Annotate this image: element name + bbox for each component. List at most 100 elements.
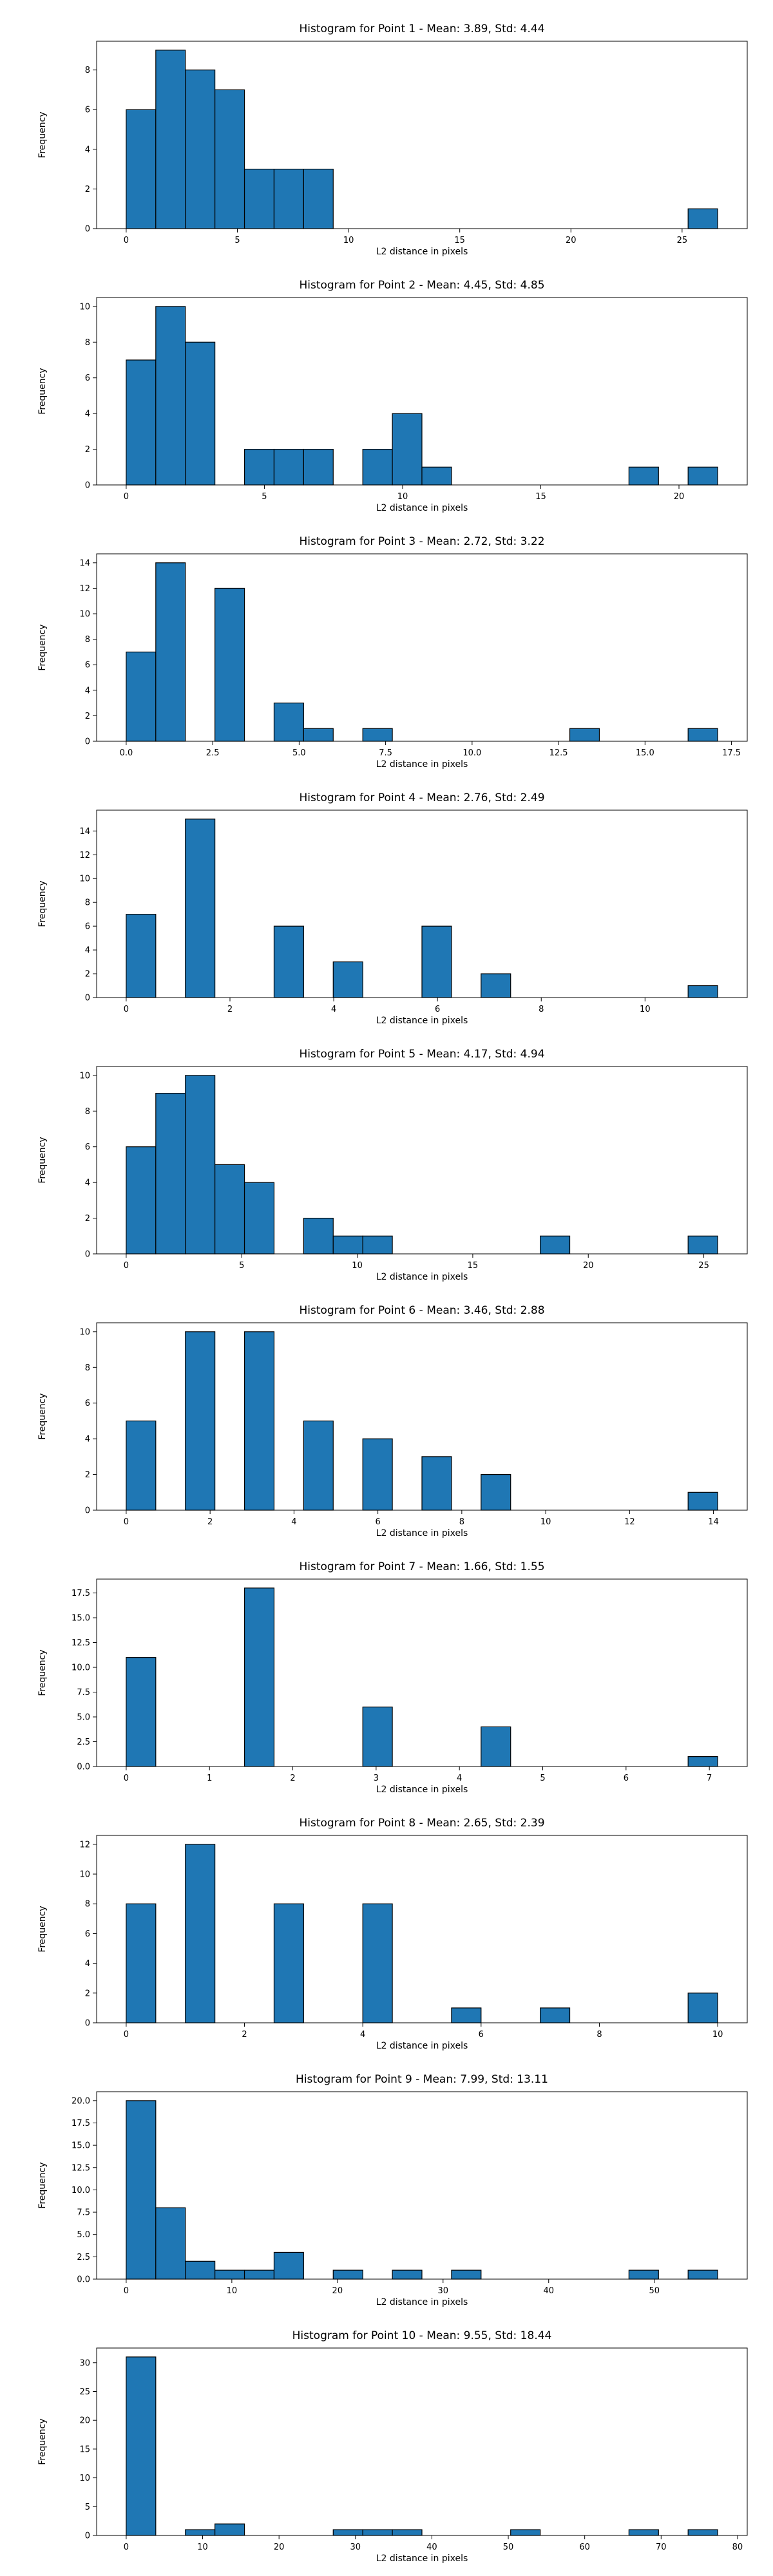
x-axis-label: L2 distance in pixels — [376, 247, 468, 257]
histogram-bar — [392, 413, 423, 486]
x-tick-label: 20 — [274, 2543, 285, 2552]
x-tick-label: 4 — [360, 2030, 365, 2040]
x-tick-label: 20 — [583, 1261, 594, 1271]
y-tick-label: 14 — [79, 558, 90, 568]
y-tick-label: 8 — [85, 66, 90, 75]
histogram-bar — [155, 50, 186, 229]
y-tick-label: 20 — [79, 2416, 90, 2426]
histogram-bar — [243, 1587, 275, 1767]
chart-panel-10: Histogram for Point 10 - Mean: 9.55, Std… — [37, 2329, 748, 2564]
y-tick-label: 7.5 — [77, 2208, 90, 2218]
chart-title: Histogram for Point 4 - Mean: 2.76, Std:… — [299, 791, 544, 804]
axes-frame — [96, 41, 748, 229]
y-tick-label: 0.0 — [77, 2275, 90, 2285]
histogram-bar — [155, 562, 186, 742]
y-tick-label: 2 — [85, 445, 90, 455]
y-tick-label: 8 — [85, 1900, 90, 1909]
y-tick-label: 17.5 — [72, 2119, 90, 2128]
y-tick-label: 4 — [85, 686, 90, 696]
histogram-bar — [126, 109, 157, 229]
x-axis-label: L2 distance in pixels — [376, 1016, 468, 1026]
chart-panel-6: Histogram for Point 6 - Mean: 3.46, Std:… — [37, 1304, 748, 1539]
y-axis-label: Frequency — [37, 1649, 48, 1696]
histogram-bar — [687, 1492, 718, 1511]
y-tick-label: 12.5 — [72, 2163, 90, 2173]
histogram-bar — [126, 1903, 157, 2023]
chart-title: Histogram for Point 8 - Mean: 2.65, Std:… — [299, 1817, 544, 1830]
x-tick-label: 7 — [707, 1774, 712, 1783]
chart-panel-1: Histogram for Point 1 - Mean: 3.89, Std:… — [37, 23, 748, 257]
histogram-bar — [510, 2529, 541, 2536]
chart-panel-4: Histogram for Point 4 - Mean: 2.76, Std:… — [37, 791, 748, 1026]
histogram-bar — [332, 1235, 363, 1255]
histogram-bar — [303, 169, 334, 229]
y-tick-label: 8 — [85, 898, 90, 908]
y-axis-label: Frequency — [37, 111, 48, 158]
x-tick-label: 25 — [677, 236, 688, 245]
x-tick-label: 12 — [624, 1517, 635, 1527]
y-tick-label: 4 — [85, 1179, 90, 1188]
x-tick-label: 14 — [708, 1517, 719, 1527]
y-tick-label: 17.5 — [72, 1589, 90, 1598]
y-tick-label: 2.5 — [77, 1738, 90, 1747]
y-tick-label: 12 — [79, 851, 90, 860]
histogram-bar — [215, 1164, 245, 1255]
histogram-bar — [451, 2007, 482, 2023]
x-tick-label: 10 — [712, 2030, 723, 2040]
x-tick-label: 10 — [640, 1005, 651, 1014]
x-tick-label: 5 — [262, 492, 267, 502]
x-tick-label: 20 — [674, 492, 685, 502]
x-tick-label: 12.5 — [549, 748, 568, 758]
x-tick-label: 5 — [239, 1261, 244, 1271]
x-tick-label: 50 — [649, 2286, 660, 2296]
y-tick-label: 4 — [85, 1435, 90, 1444]
y-tick-label: 7.5 — [77, 1688, 90, 1698]
y-tick-label: 0 — [85, 2019, 90, 2029]
y-axis-label: Frequency — [37, 1906, 48, 1952]
x-tick-label: 17.5 — [722, 748, 741, 758]
histogram-bar — [687, 1756, 718, 1767]
x-tick-label: 5 — [540, 1774, 545, 1783]
y-tick-label: 8 — [85, 1107, 90, 1117]
y-tick-label: 10 — [79, 610, 90, 620]
histogram-bar — [332, 2269, 363, 2280]
axes-frame — [96, 2347, 748, 2536]
y-tick-label: 4 — [85, 946, 90, 956]
y-tick-label: 10 — [79, 2474, 90, 2483]
x-tick-label: 40 — [426, 2543, 437, 2552]
x-tick-label: 10 — [352, 1261, 363, 1271]
y-tick-label: 6 — [85, 374, 90, 383]
x-tick-label: 6 — [624, 1774, 629, 1783]
y-axis-label: Frequency — [37, 2162, 48, 2208]
histogram-bar — [332, 2529, 363, 2536]
histogram-bar — [126, 1420, 157, 1511]
y-tick-label: 10.0 — [72, 2186, 90, 2195]
x-tick-label: 40 — [543, 2286, 554, 2296]
x-tick-label: 20 — [566, 236, 577, 245]
x-axis-label: L2 distance in pixels — [376, 1528, 468, 1539]
histogram-bar — [243, 1182, 275, 1255]
y-tick-label: 5.0 — [77, 2230, 90, 2240]
histogram-bar — [687, 1993, 718, 2023]
y-tick-label: 0.0 — [77, 1763, 90, 1772]
x-tick-label: 8 — [459, 1517, 464, 1527]
y-tick-label: 6 — [85, 661, 90, 670]
histogram-bar — [273, 2251, 304, 2280]
y-tick-label: 4 — [85, 145, 90, 155]
histogram-bar — [628, 2269, 659, 2280]
histogram-bar — [687, 985, 718, 998]
x-axis-label: L2 distance in pixels — [376, 2553, 468, 2564]
x-axis-label: L2 distance in pixels — [376, 2297, 468, 2307]
x-tick-label: 2 — [290, 1774, 295, 1783]
x-axis-label: L2 distance in pixels — [376, 1272, 468, 1282]
x-tick-label: 10 — [343, 236, 354, 245]
x-tick-label: 30 — [350, 2543, 361, 2552]
x-tick-label: 2 — [207, 1517, 213, 1527]
x-tick-label: 4 — [291, 1517, 296, 1527]
histogram-bar — [126, 2356, 157, 2536]
x-tick-label: 2 — [227, 1005, 233, 1014]
x-axis-label: L2 distance in pixels — [376, 503, 468, 513]
x-tick-label: 2 — [242, 2030, 247, 2040]
y-tick-label: 8 — [85, 1363, 90, 1373]
